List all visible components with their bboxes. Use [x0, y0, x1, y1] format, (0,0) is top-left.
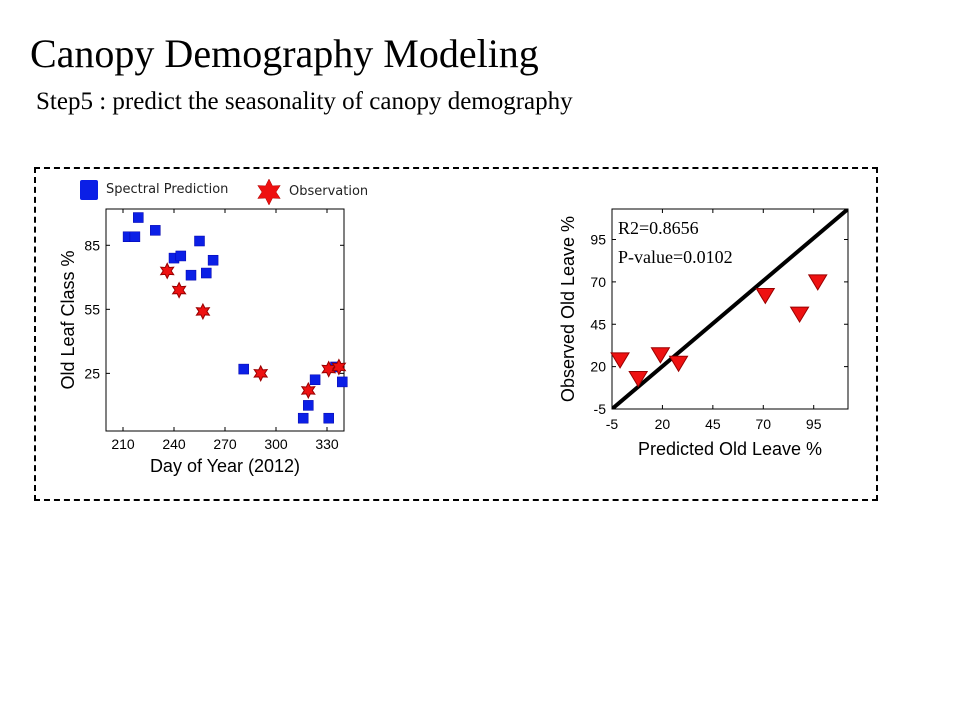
data-point-star	[253, 364, 269, 382]
data-point-square	[201, 267, 212, 279]
data-point-triangle	[668, 355, 689, 373]
x-tick-label: -5	[606, 416, 619, 432]
data-point-triangle	[789, 306, 810, 324]
y-tick-label: -5	[594, 401, 607, 417]
data-point-triangle	[755, 287, 776, 305]
legend-observation-label: Observation	[289, 184, 369, 199]
x-axis-label: Day of Year (2012)	[150, 456, 300, 476]
data-point-square	[337, 376, 348, 388]
x-tick-label: 240	[162, 436, 186, 452]
x-tick-label: 330	[315, 436, 339, 452]
data-point-triangle	[650, 347, 671, 364]
data-point-square	[323, 412, 334, 424]
legend-observation-swatch	[257, 178, 281, 206]
data-point-square	[309, 374, 321, 386]
data-point-square	[133, 212, 144, 223]
y-tick-label: 55	[84, 301, 100, 317]
chart-1: 210 240 270 300 330 25 55 85 Day of Year (2012) O…	[58, 208, 348, 476]
data-point-star	[300, 381, 316, 400]
data-point-star	[331, 358, 347, 376]
y-tick-label: 25	[84, 365, 100, 381]
data-point-square	[238, 363, 249, 375]
x-tick-label: 45	[705, 416, 721, 432]
data-point-square	[297, 412, 309, 424]
data-point-square	[207, 254, 219, 266]
y-axis-label: Old Leaf Class %	[58, 250, 78, 389]
annotation-1: R2=0.8656	[618, 218, 699, 238]
x-tick-label: 270	[213, 436, 237, 452]
y-axis-label: Observed Old Leave %	[558, 216, 578, 402]
data-point-triangle	[628, 370, 649, 388]
y-tick-label: 85	[84, 237, 100, 253]
data-point-square	[150, 225, 161, 236]
data-point-star	[195, 302, 211, 321]
data-point-square	[194, 235, 205, 247]
data-point-star	[171, 281, 187, 299]
legend-spectral-label: Spectral Prediction	[106, 182, 229, 197]
data-point-triangle	[807, 274, 828, 291]
x-tick-label: 300	[264, 436, 288, 452]
chart-2: -5 20 45 70 95 -5 20 45 70 95 Predicted Old Leave …	[558, 208, 849, 459]
slide-subtitle: Step5 : predict the seasonality of canop…	[36, 88, 573, 115]
data-point-square	[129, 231, 141, 242]
y-tick-label: 70	[590, 274, 606, 290]
figure-frame	[34, 167, 878, 501]
data-point-square	[185, 269, 197, 281]
x-tick-label: 20	[655, 416, 671, 432]
x-tick-label: 210	[111, 436, 135, 452]
fit-line	[612, 209, 848, 409]
slide-title: Canopy Demography Modeling	[30, 31, 539, 76]
x-tick-label: 70	[755, 416, 771, 432]
y-tick-label: 95	[590, 232, 606, 248]
x-tick-label: 95	[806, 416, 822, 432]
annotation-2: P-value=0.0102	[618, 247, 733, 267]
y-tick-label: 20	[590, 359, 606, 375]
x-axis-label: Predicted Old Leave %	[638, 439, 822, 459]
y-tick-label: 45	[590, 316, 606, 332]
data-point-square	[175, 250, 187, 262]
data-point-star	[159, 262, 175, 280]
data-point-triangle	[610, 352, 630, 369]
data-point-square	[303, 400, 314, 411]
legend-spectral-swatch	[80, 180, 98, 200]
plot-area	[611, 208, 849, 410]
